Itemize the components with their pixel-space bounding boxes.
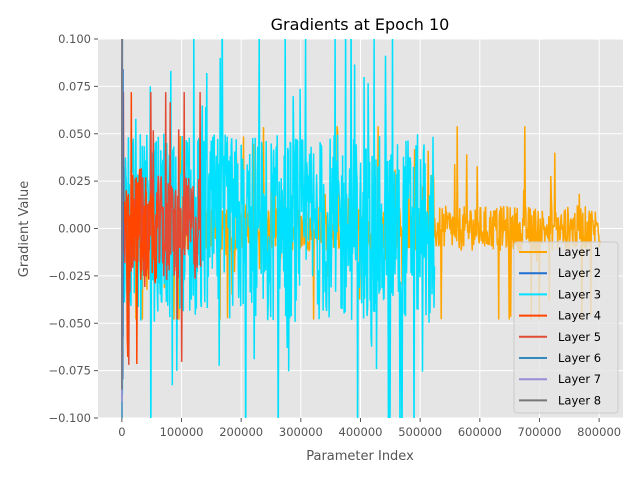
y-tick-label: 0.100 [58,32,91,46]
x-axis-label: Parameter Index [306,449,414,464]
legend-label-5: Layer 5 [558,330,601,344]
x-tick-label: 200000 [219,425,263,439]
y-tick-label: 0.025 [58,174,91,188]
x-tick-label: 600000 [458,425,502,439]
x-tick-label: 700000 [518,425,562,439]
legend-label-1: Layer 1 [558,245,601,259]
x-tick-label: 500000 [398,425,442,439]
legend-label-8: Layer 8 [558,393,601,407]
series-line-4 [121,92,159,365]
y-tick-label: 0.050 [58,127,91,141]
y-tick-label: −0.025 [48,269,91,283]
y-axis-label: Gradient Value [17,181,32,277]
y-tick-label: 0.075 [58,79,91,93]
x-axis-ticks: 0 100000 200000 300000 400000 500000 600000 700… [118,418,621,439]
legend-label-3: Layer 3 [558,287,601,301]
y-axis-ticks: −0.100 −0.075 −0.050 −0.025 0.000 0.025 0.050 0… [48,32,98,425]
x-tick-label: 0 [118,425,125,439]
legend: Layer 1 Layer 2 Layer 3 Layer 4 Layer 5 Layer… [513,241,619,414]
x-tick-label: 300000 [279,425,323,439]
x-tick-label: 400000 [339,425,383,439]
legend-label-6: Layer 6 [558,351,601,365]
y-tick-label: −0.050 [48,316,91,330]
x-tick-label: 800000 [577,425,621,439]
y-tick-label: 0.000 [58,222,91,236]
legend-label-7: Layer 7 [558,372,601,386]
legend-label-4: Layer 4 [558,309,601,323]
y-tick-label: −0.075 [48,364,91,378]
legend-box [513,241,619,414]
y-tick-label: −0.100 [48,411,91,425]
series-line-3 [121,39,436,418]
legend-label-2: Layer 2 [558,266,601,280]
chart-title: Gradients at Epoch 10 [271,15,450,34]
x-tick-label: 100000 [160,425,204,439]
